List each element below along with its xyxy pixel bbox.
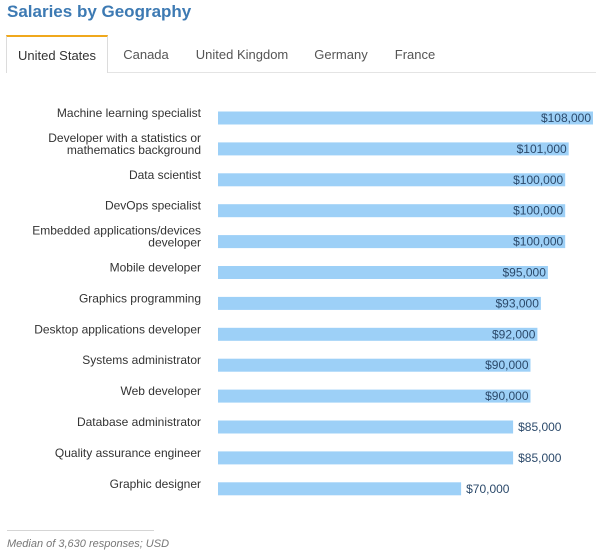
- category-label-3: DevOps specialist: [105, 199, 202, 213]
- tab-germany[interactable]: Germany: [314, 47, 368, 62]
- value-label-8: $90,000: [485, 358, 529, 372]
- footnote-divider: [7, 530, 154, 531]
- category-label-6: Graphics programming: [79, 291, 201, 305]
- bar-11: [218, 451, 514, 465]
- bar-10: [218, 420, 514, 434]
- value-label-7: $92,000: [492, 327, 536, 341]
- category-label-7: Desktop applications developer: [34, 322, 201, 336]
- value-label-10: $85,000: [518, 420, 562, 434]
- value-label-6: $93,000: [496, 296, 540, 310]
- category-label-0: Machine learning specialist: [57, 106, 202, 120]
- tab-france[interactable]: France: [394, 47, 436, 62]
- bar-4: [218, 235, 566, 249]
- value-label-9: $90,000: [485, 389, 529, 403]
- value-label-4: $100,000: [513, 235, 563, 249]
- bar-5: [218, 266, 548, 279]
- bar-8: [218, 358, 531, 372]
- category-label-4: Embedded applications/devices developer: [32, 224, 201, 250]
- bar-3: [218, 204, 566, 218]
- bar-6: [218, 296, 541, 310]
- value-label-3: $100,000: [513, 204, 563, 218]
- value-label-0: $108,000: [541, 111, 591, 125]
- footnote: Median of 3,630 responses; USD: [7, 538, 170, 550]
- tab-united-states[interactable]: United States: [6, 35, 108, 73]
- tab-united-kingdom[interactable]: United Kingdom: [195, 47, 289, 62]
- value-label-11: $85,000: [518, 451, 562, 465]
- bar-1: [218, 142, 569, 156]
- bar-9: [218, 389, 531, 403]
- bar-7: [218, 327, 538, 341]
- value-label-1: $101,000: [517, 142, 567, 156]
- category-label-12: Graphic designer: [110, 477, 201, 491]
- category-label-1: Developer with a statistics or mathematic…: [48, 131, 201, 157]
- chart-title: Salaries by Geography: [7, 2, 192, 21]
- category-label-10: Database administrator: [77, 415, 201, 429]
- geography-tabs: United States Canada United Kingdom Germ…: [6, 35, 596, 73]
- value-label-5: $95,000: [503, 266, 547, 280]
- bar-2: [218, 173, 566, 187]
- category-label-9: Web developer: [121, 384, 202, 398]
- bar-12: [218, 482, 462, 496]
- salary-bar-chart: Machine learning specialist $108,000 Devel…: [32, 106, 593, 496]
- tab-canada[interactable]: Canada: [123, 47, 169, 62]
- category-label-11: Quality assurance engineer: [55, 446, 201, 460]
- bar-0: [218, 111, 593, 125]
- category-label-5: Mobile developer: [110, 261, 201, 275]
- value-label-2: $100,000: [513, 173, 563, 187]
- value-label-12: $70,000: [466, 482, 510, 496]
- category-label-2: Data scientist: [129, 168, 202, 182]
- category-label-8: Systems administrator: [82, 353, 201, 367]
